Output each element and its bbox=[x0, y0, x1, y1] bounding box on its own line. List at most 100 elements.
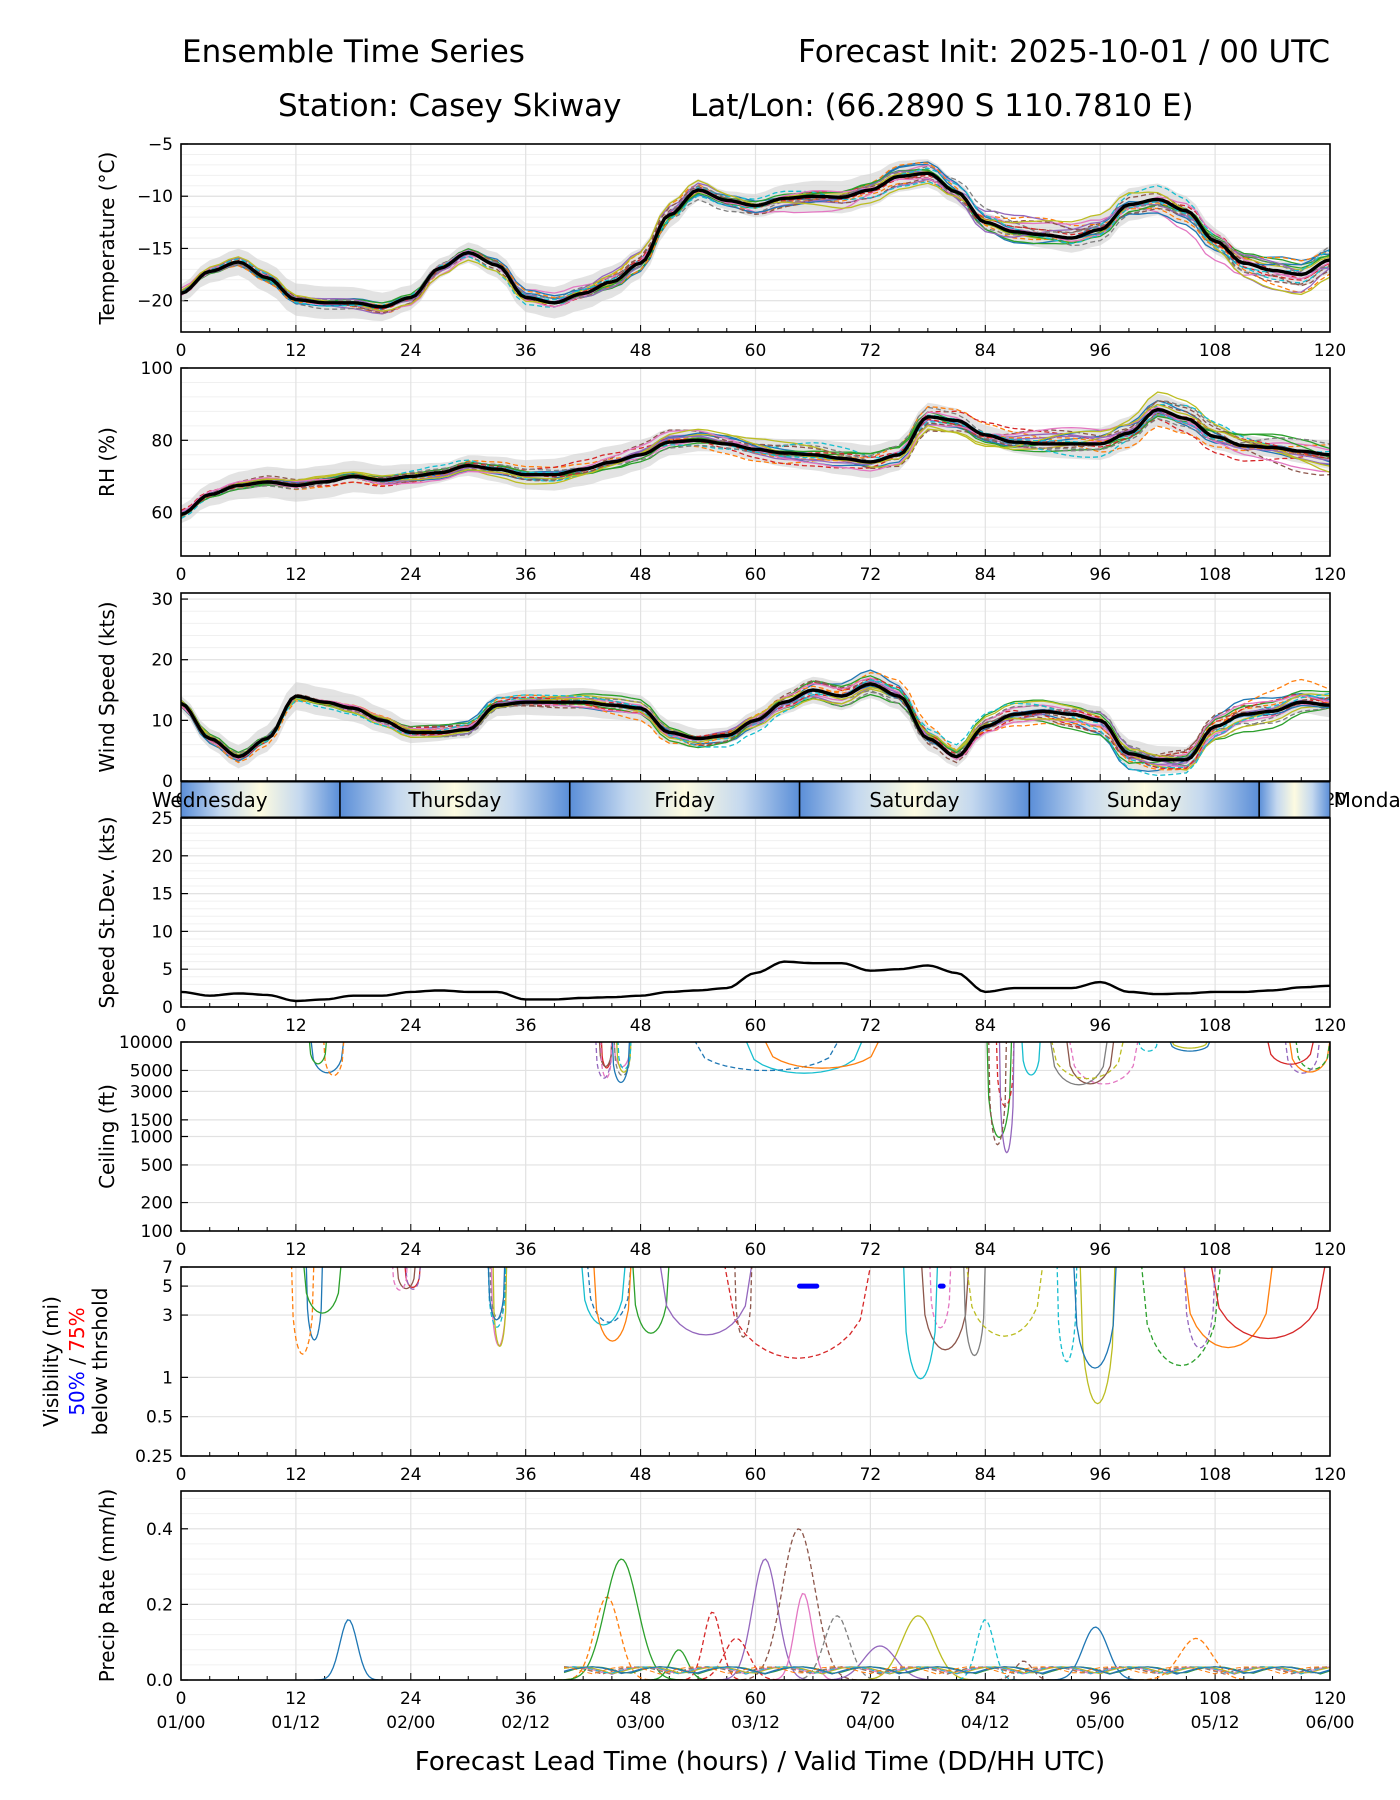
ensemble-member-line bbox=[814, 1645, 945, 1680]
ensemble-member-line bbox=[1069, 1042, 1139, 1085]
ensemble-member-line bbox=[632, 1267, 670, 1334]
y-tick-label: 10 bbox=[151, 711, 173, 731]
x-tick-label: 48 bbox=[630, 341, 652, 361]
station-label: Station: Casey Skiway bbox=[278, 88, 622, 124]
y-axis-label: RH (%) bbox=[95, 427, 119, 497]
ensemble-member-line bbox=[733, 1528, 863, 1680]
day-band-segment bbox=[569, 782, 685, 817]
plot-frame bbox=[180, 592, 1331, 782]
x-tick-label: 0 bbox=[176, 1465, 187, 1485]
ensemble-member-line bbox=[963, 1267, 986, 1357]
ensemble-member-line bbox=[921, 1267, 970, 1351]
x-tick-label: 48 bbox=[630, 1465, 652, 1485]
y-tick-label: 7 bbox=[162, 1258, 173, 1278]
x-tick-label: 84 bbox=[974, 1689, 996, 1709]
ensemble-member-line bbox=[1050, 1042, 1108, 1086]
ensemble-layer bbox=[308, 1042, 1330, 1154]
ensemble-member-line bbox=[686, 1637, 785, 1680]
x-tick-label: 120 bbox=[1314, 1689, 1346, 1709]
ensemble-member-line bbox=[563, 1666, 1330, 1675]
day-label: Friday bbox=[654, 788, 715, 812]
ensemble-member-line bbox=[1130, 1637, 1261, 1680]
y-axis-label: Temperature (°C) bbox=[95, 152, 119, 326]
x-tick-label: 108 bbox=[1199, 1240, 1231, 1260]
x-tick-label: 36 bbox=[515, 1240, 537, 1260]
x-tick-label: 108 bbox=[1199, 341, 1231, 361]
ensemble-member-line bbox=[405, 1267, 421, 1290]
threshold-75-label: 75% bbox=[65, 1307, 89, 1351]
x-tick-label: 48 bbox=[630, 565, 652, 585]
ensemble-member-line bbox=[181, 679, 1330, 777]
y-tick-label: 0 bbox=[162, 772, 173, 792]
ensemble-member-line bbox=[310, 1042, 345, 1074]
figure-title: Ensemble Time Series bbox=[182, 34, 525, 70]
x-tick-label: 48 bbox=[630, 1689, 652, 1709]
ensemble-member-line bbox=[181, 686, 1330, 762]
x-tick-label: 36 bbox=[515, 565, 537, 585]
x-tick-label: 0 bbox=[176, 1689, 187, 1709]
x-tick-label: 48 bbox=[630, 1016, 652, 1036]
threshold-separator: / bbox=[65, 1352, 89, 1371]
ensemble-layer bbox=[314, 1528, 1330, 1680]
y-tick-label: 0 bbox=[162, 998, 173, 1018]
ensemble-member-line bbox=[611, 1042, 631, 1084]
y-tick-label: 25 bbox=[151, 809, 173, 829]
panel-precip-rate: 0.0 0.2 0.4 0 12 24 36 48 60 72 84 96 108 120 01/00 01/… bbox=[95, 1489, 1355, 1733]
x-tick-label: 0 bbox=[176, 1240, 187, 1260]
ensemble-member-line bbox=[853, 1615, 983, 1680]
x-tick-label: 84 bbox=[974, 1465, 996, 1485]
x-tick-label: 120 bbox=[1314, 1016, 1346, 1036]
day-band: Wednesday Thursday Friday Saturday Sunday Mon… bbox=[152, 781, 1400, 818]
x-tick-label: 96 bbox=[1089, 1689, 1111, 1709]
ensemble-member-line bbox=[392, 1267, 408, 1291]
x-tick-label: 36 bbox=[515, 1016, 537, 1036]
x-tick-label: 84 bbox=[974, 1240, 996, 1260]
x-tick-label: 12 bbox=[285, 1465, 307, 1485]
ensemble-member-line bbox=[677, 1611, 745, 1680]
ensemble-layer bbox=[181, 391, 1330, 524]
y-tick-label: 0.5 bbox=[146, 1408, 173, 1428]
y-tick-label: 0.25 bbox=[135, 1447, 173, 1467]
y-tick-label: 5000 bbox=[130, 1061, 173, 1081]
y-axis-label: Speed St.Dev. (kts) bbox=[95, 816, 119, 1008]
ensemble-mean-line bbox=[181, 682, 1330, 762]
x-tick-label: 72 bbox=[860, 565, 882, 585]
x-tick-label: 12 bbox=[285, 341, 307, 361]
ensemble-member-line bbox=[181, 167, 1330, 308]
ensemble-layer bbox=[181, 669, 1330, 777]
x-tick-label: 12 bbox=[285, 1689, 307, 1709]
x-tick-label: 96 bbox=[1089, 1465, 1111, 1485]
y-tick-label: 3000 bbox=[130, 1082, 173, 1102]
x-tick-label: 60 bbox=[745, 565, 767, 585]
y-tick-label: 3 bbox=[162, 1306, 173, 1326]
x-tick-label: 120 bbox=[1314, 1240, 1346, 1260]
plot-frame bbox=[180, 1266, 1331, 1457]
y-axis-label: Precip Rate (mm/h) bbox=[95, 1489, 119, 1683]
ensemble-member-line bbox=[181, 689, 1330, 759]
y-tick-label: 5 bbox=[162, 1277, 173, 1297]
y-axis-label: Ceiling (ft) bbox=[95, 1084, 119, 1189]
x-tick-label: 72 bbox=[860, 341, 882, 361]
ensemble-member-line bbox=[556, 1558, 686, 1680]
ensemble-member-line bbox=[600, 1042, 613, 1079]
ensemble-member-line bbox=[487, 1267, 507, 1328]
valid-time-label: 05/12 bbox=[1191, 1713, 1240, 1733]
panel-relative-humidity: 60 80 100 0 12 24 36 48 60 72 84 96 108 120 RH (%) bbox=[95, 359, 1346, 585]
day-band-segment bbox=[260, 782, 340, 817]
x-tick-label: 48 bbox=[630, 1240, 652, 1260]
ensemble-member-line bbox=[1284, 1042, 1321, 1074]
x-tick-label: 24 bbox=[400, 1016, 422, 1036]
ensemble-member-line bbox=[181, 688, 1330, 771]
x-tick-label: 60 bbox=[745, 341, 767, 361]
ensemble-member-line bbox=[764, 1042, 880, 1069]
ensemble-member-line bbox=[903, 1267, 939, 1380]
y-tick-label: 10000 bbox=[119, 1033, 173, 1053]
valid-time-label: 04/12 bbox=[961, 1713, 1010, 1733]
ensemble-member-line bbox=[1138, 1042, 1158, 1052]
y-tick-label: 0.4 bbox=[146, 1520, 173, 1540]
y-axis-label-line3: below thrshold bbox=[88, 1288, 112, 1436]
y-tick-label: −20 bbox=[137, 292, 173, 312]
ensemble-member-line bbox=[724, 1267, 871, 1359]
